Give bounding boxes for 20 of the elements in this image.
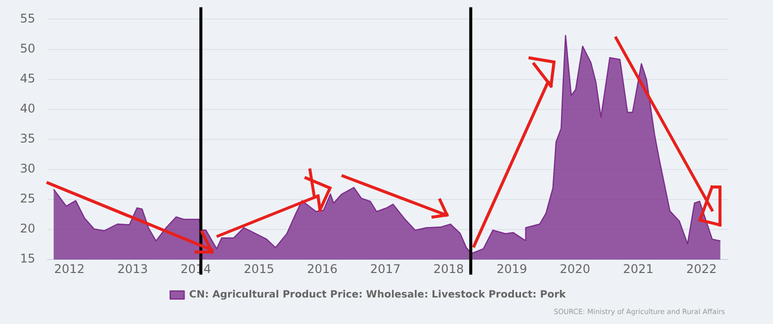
x-tick-label: 2022 — [686, 262, 717, 276]
y-tick-label: 25 — [20, 192, 36, 206]
y-tick-label: 55 — [20, 11, 36, 26]
x-tick-label: 2017 — [370, 262, 401, 276]
x-tick-label: 2019 — [496, 262, 528, 276]
x-tick-label: 2012 — [54, 262, 85, 276]
y-tick-label: 20 — [20, 222, 36, 236]
y-tick-label: 50 — [20, 41, 36, 56]
x-tick-label: 2021 — [622, 262, 654, 276]
legend-label: CN: Agricultural Product Price: Wholesale: Livestock Product: Pork — [189, 290, 566, 301]
x-tick-label: 2015 — [244, 262, 274, 276]
x-tick-label: 2018 — [433, 262, 464, 276]
x-tick-label: 2020 — [560, 262, 590, 276]
y-tick-label: 40 — [20, 101, 36, 116]
x-tick-label: 2016 — [306, 262, 338, 276]
y-tick-label: 45 — [20, 71, 36, 86]
y-tick-label: 30 — [20, 162, 36, 176]
x-tick-label: 2013 — [117, 262, 148, 276]
y-tick-label: 15 — [20, 252, 36, 266]
y-tick-label: 35 — [20, 132, 36, 146]
